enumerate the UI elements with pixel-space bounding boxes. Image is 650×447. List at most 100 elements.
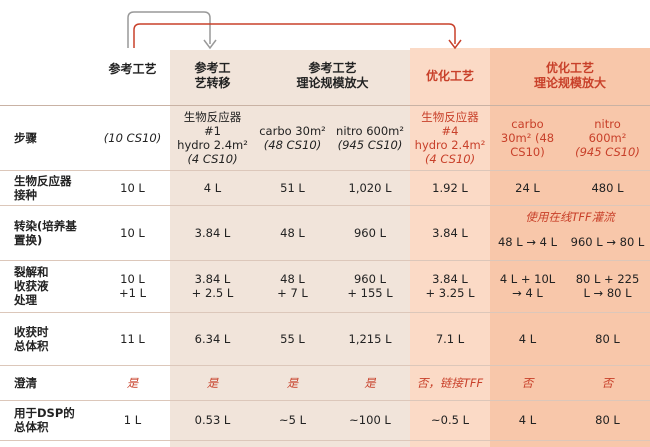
- table-cell: 24 L: [490, 170, 565, 205]
- table-cell: 51 L: [255, 170, 330, 205]
- table-cell: 否，链接TFF: [410, 365, 490, 400]
- reference-shading: [170, 50, 410, 447]
- text-line: L → 80 L: [583, 286, 632, 300]
- text-line: 600m²: [588, 130, 627, 145]
- text-line: + 3.25 L: [425, 286, 475, 300]
- header-cell: 参考工 艺转移: [170, 52, 255, 100]
- text-line: 收获时: [14, 324, 49, 339]
- table-cell: 80 L: [565, 312, 650, 365]
- table-cell: 55 L: [255, 312, 330, 365]
- table-cell: 10 L: [95, 205, 170, 260]
- row-label: 步骤: [0, 105, 95, 170]
- table-cell: 48 L + 7 L: [255, 260, 330, 312]
- text-line: 48 L: [280, 225, 305, 240]
- text-line: 是: [364, 375, 376, 390]
- text-line: 置换): [14, 232, 43, 247]
- table-cell: 3.84 L + 2.5 L: [170, 260, 255, 312]
- table-cell: 960 L → 80 L: [565, 223, 650, 260]
- text-line: 生物反应器: [421, 109, 479, 124]
- optimized-scale-shading: [490, 48, 650, 447]
- table-cell: 480 L: [565, 170, 650, 205]
- text-line: hydro 2.4m²: [177, 137, 248, 152]
- text-line: 1,215 L: [348, 331, 392, 346]
- table-cell: 4 L + 10L → 4 L: [490, 260, 565, 312]
- text-line: 是: [206, 375, 219, 390]
- text-line: + 155 L: [347, 286, 393, 300]
- text-line: 澄清: [14, 375, 37, 390]
- row-label: 收获时 总体积: [0, 312, 95, 365]
- arrow-head: [448, 39, 462, 50]
- text-line: 处理: [14, 293, 37, 307]
- text-line: 80 L: [595, 413, 620, 427]
- text-line: ~0.5 L: [431, 413, 469, 427]
- table-cell: 1,020 L: [330, 170, 410, 205]
- text-line: → 4 L: [512, 286, 543, 300]
- text-line: carbo 30m²: [259, 123, 326, 138]
- text-line: ~100 L: [349, 413, 391, 427]
- text-line: #1: [204, 123, 221, 138]
- text-line: 10 L: [120, 225, 145, 240]
- header-cell: 优化工艺 理论规模放大: [490, 52, 650, 100]
- table-cell: 960 L: [330, 205, 410, 260]
- text-line: 优化工艺: [545, 61, 594, 75]
- header-cell: 参考工艺 理论规模放大: [255, 52, 410, 100]
- text-line: 接种: [14, 187, 37, 202]
- text-line: 51 L: [280, 180, 305, 195]
- table-cell: 是: [95, 365, 170, 400]
- table-cell: 3.84 L: [410, 205, 490, 260]
- text-line: 48 L: [280, 272, 305, 286]
- row-separator: [0, 440, 650, 441]
- table-cell: carbo 30m² (48 CS10): [490, 105, 565, 170]
- text-line: 4 L: [518, 413, 537, 427]
- text-line: 960 L → 80 L: [570, 234, 645, 249]
- text-line: 否: [521, 375, 534, 390]
- row-separator: [0, 205, 650, 206]
- row-separator: [0, 365, 650, 366]
- text-line: 6.34 L: [194, 331, 231, 346]
- arrow-head: [203, 39, 217, 50]
- text-line: 480 L: [591, 180, 624, 195]
- text-line: 960 L: [353, 272, 386, 286]
- text-line: 是: [126, 375, 139, 390]
- row-label: 澄清: [0, 365, 95, 400]
- text-line: (10 CS10): [103, 130, 162, 145]
- text-line: 1.92 L: [432, 180, 468, 195]
- table-cell: 否: [565, 365, 650, 400]
- text-line: 步骤: [14, 130, 37, 145]
- optimized-shading: [410, 48, 490, 447]
- table-cell: (10 CS10): [95, 105, 170, 170]
- header-cell: 参考工艺: [95, 55, 170, 83]
- text-line: CS10): [510, 144, 545, 159]
- text-line: 总体积: [14, 420, 49, 434]
- row-label: 转染(培养基 置换): [0, 205, 95, 260]
- text-line: 裂解和: [14, 265, 49, 279]
- text-line: (4 CS10): [187, 151, 238, 166]
- text-line: 用于DSP的: [14, 406, 75, 420]
- text-line: 1 L: [123, 413, 142, 427]
- text-line: 收获液: [14, 279, 49, 293]
- text-line: 48 L → 4 L: [497, 234, 558, 249]
- text-line: (48 CS10): [263, 137, 322, 152]
- text-line: carbo: [511, 116, 544, 131]
- text-line: nitro: [594, 116, 621, 131]
- table-cell: 是: [330, 365, 410, 400]
- text-line: 0.53 L: [194, 413, 231, 427]
- text-line: hydro 2.4m²: [414, 137, 486, 152]
- row-separator: [0, 170, 650, 171]
- table-cell: 48 L: [255, 205, 330, 260]
- table-cell: 80 L + 225 L → 80 L: [565, 260, 650, 312]
- text-line: (4 CS10): [424, 151, 476, 166]
- table-cell: 7.1 L: [410, 312, 490, 365]
- table-cell: 3.84 L: [170, 205, 255, 260]
- table-cell: carbo 30m² (48 CS10): [255, 105, 330, 170]
- optimize-arrow: [133, 23, 456, 48]
- text-line: 是: [286, 375, 299, 390]
- text-line: + 7 L: [277, 286, 308, 300]
- text-line: 1,020 L: [348, 180, 392, 195]
- text-line: 使用在线TFF灌流: [525, 210, 615, 224]
- arrows: [127, 11, 462, 50]
- table-cell: 960 L + 155 L: [330, 260, 410, 312]
- table-cell: 4 L: [170, 170, 255, 205]
- table-cell: ~100 L: [330, 400, 410, 440]
